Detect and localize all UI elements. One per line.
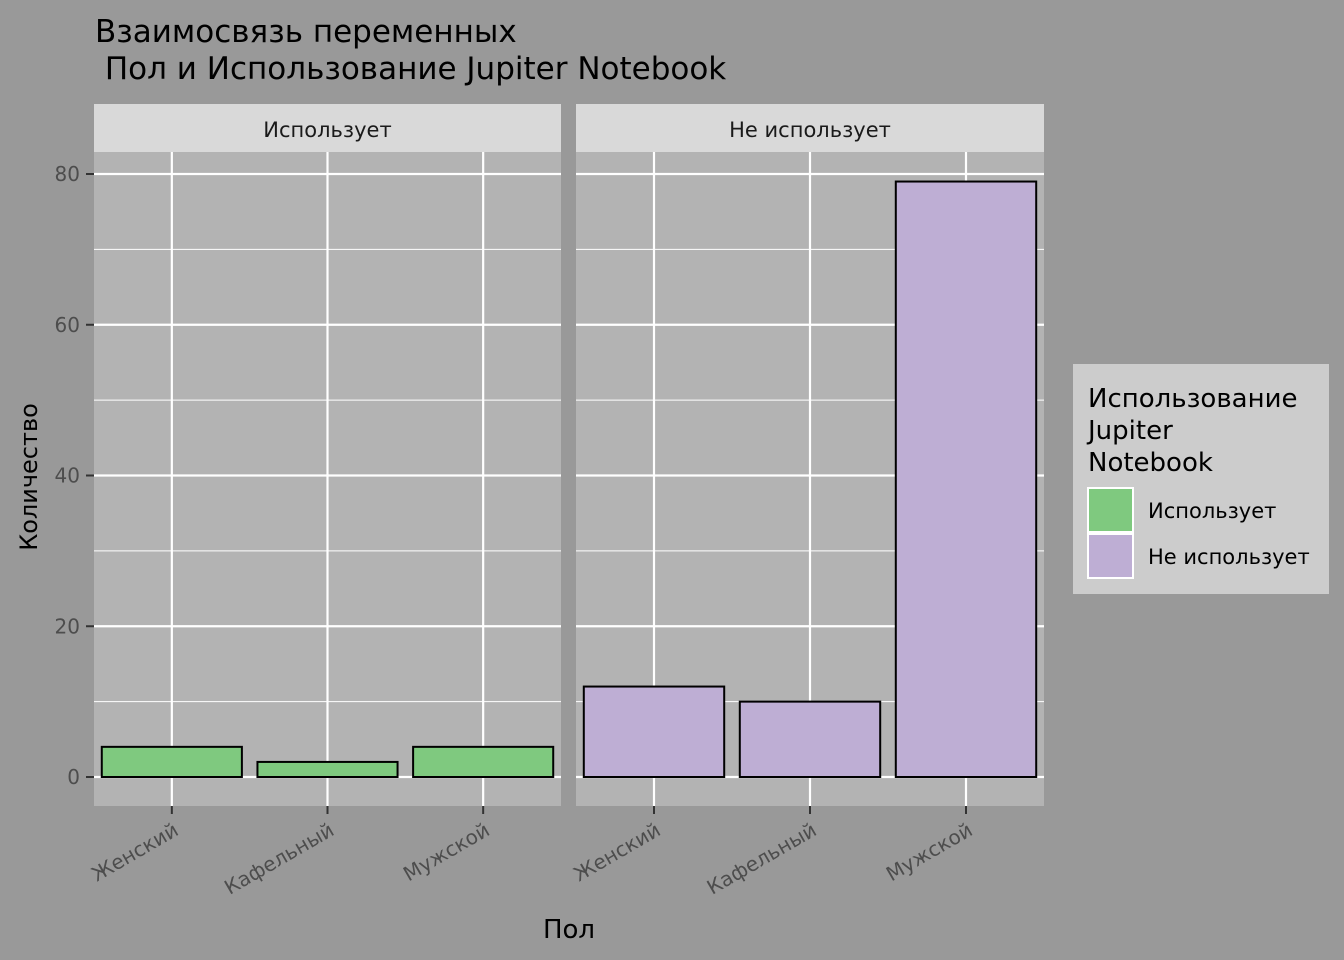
legend-label: Использует — [1148, 499, 1276, 523]
bar-Кафельный — [256, 760, 399, 778]
y-axis-label: Количество — [15, 403, 43, 551]
facet-strip — [94, 104, 561, 152]
chart-title-line1: Взаимосвязь переменных — [95, 14, 517, 50]
y-tick-label: 20 — [55, 614, 80, 638]
facet-strip — [576, 104, 1044, 152]
y-tick-label: 0 — [67, 765, 80, 789]
y-axis: 0 20 40 60 80 — [55, 162, 94, 789]
facet-strip-label: Не использует — [729, 118, 891, 142]
y-tick-label: 80 — [55, 162, 80, 186]
legend-key — [1087, 533, 1134, 579]
y-tick-label: 60 — [55, 313, 80, 337]
chart-title-line2: Пол и Использование Jupiter Notebook — [95, 51, 726, 87]
legend-title-line: Notebook — [1088, 448, 1213, 478]
y-tick-label: 40 — [55, 464, 80, 488]
legend-key — [1087, 487, 1134, 533]
bar-Женский — [582, 685, 726, 778]
legend-label: Не использует — [1148, 545, 1310, 569]
legend-title-line: Использование — [1088, 384, 1297, 414]
bar-Мужской — [412, 745, 555, 778]
bar-Женский — [100, 745, 243, 778]
facet-strip-label: Использует — [263, 118, 391, 142]
legend-title-line: Jupiter — [1086, 416, 1173, 446]
bar-Мужской — [894, 180, 1038, 779]
x-axis-label: Пол — [543, 915, 595, 945]
bar-Кафельный — [738, 700, 882, 778]
